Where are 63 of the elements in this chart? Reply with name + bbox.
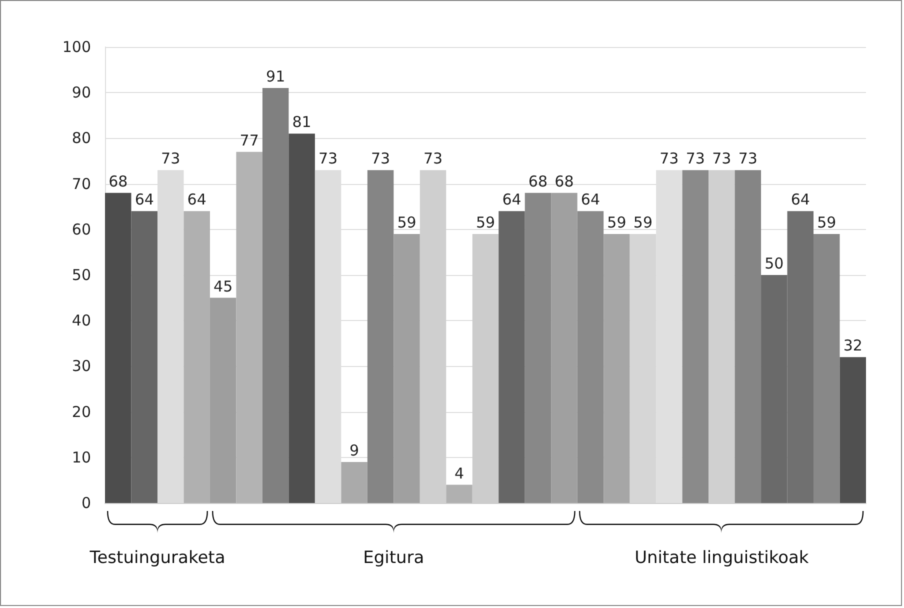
data-label: 73	[318, 150, 338, 168]
y-tick-label: 100	[62, 38, 91, 56]
data-label: 59	[633, 213, 652, 232]
bar	[288, 134, 315, 503]
data-label: 59	[607, 213, 626, 232]
data-label: 68	[528, 172, 548, 190]
data-label: 50	[764, 254, 784, 272]
bar	[236, 152, 262, 503]
data-label: 4	[454, 464, 464, 482]
y-tick-label: 60	[72, 220, 91, 238]
y-tick-label: 50	[72, 266, 91, 284]
y-tick-label: 30	[72, 357, 91, 376]
data-label: 91	[266, 68, 286, 86]
bar	[367, 170, 394, 503]
bar	[814, 234, 840, 503]
bar	[341, 462, 368, 503]
data-label: 9	[350, 441, 360, 460]
text: Unitate linguistikoak	[634, 548, 809, 568]
data-label: 77	[240, 131, 259, 150]
bar	[682, 170, 709, 503]
bar	[446, 484, 472, 503]
data-label: 64	[187, 190, 206, 209]
data-label: 73	[370, 150, 390, 168]
bar	[840, 357, 866, 503]
data-label: 64	[580, 190, 600, 209]
y-tick-label: 20	[72, 402, 91, 421]
data-label: 59	[397, 213, 416, 232]
data-label: 59	[817, 213, 836, 232]
bar	[551, 192, 578, 503]
data-label: 45	[214, 277, 233, 296]
data-label: 81	[292, 113, 312, 132]
bar	[577, 211, 604, 503]
data-label: 68	[108, 172, 128, 190]
data-label: 73	[423, 150, 443, 168]
bar	[131, 211, 158, 503]
y-tick-label: 90	[72, 84, 91, 102]
y-tick-label: 40	[72, 312, 91, 330]
text: Egitura	[363, 548, 424, 568]
bar	[105, 192, 132, 503]
y-tick-label: 70	[72, 174, 91, 193]
bar	[210, 298, 236, 503]
data-label: 64	[502, 190, 522, 209]
data-label: 73	[738, 150, 758, 168]
bar	[604, 234, 630, 503]
data-label: 73	[712, 150, 732, 168]
data-label: 64	[790, 190, 810, 209]
bar	[734, 170, 762, 503]
data-label: 59	[476, 213, 496, 232]
data-label: 64	[134, 190, 154, 209]
bar	[184, 211, 210, 503]
data-label: 73	[660, 150, 679, 168]
text: Testuinguraketa	[88, 548, 226, 568]
bar	[394, 234, 420, 503]
bar	[262, 88, 289, 503]
data-label: 73	[686, 150, 705, 168]
data-label: 68	[554, 172, 574, 190]
data-label: 73	[161, 150, 180, 168]
bar	[498, 211, 525, 503]
y-tick-label: 10	[72, 448, 91, 466]
y-tick-label: 0	[81, 494, 91, 512]
y-tick-label: 80	[72, 129, 91, 148]
bar	[524, 192, 552, 503]
data-label: 32	[843, 336, 862, 355]
